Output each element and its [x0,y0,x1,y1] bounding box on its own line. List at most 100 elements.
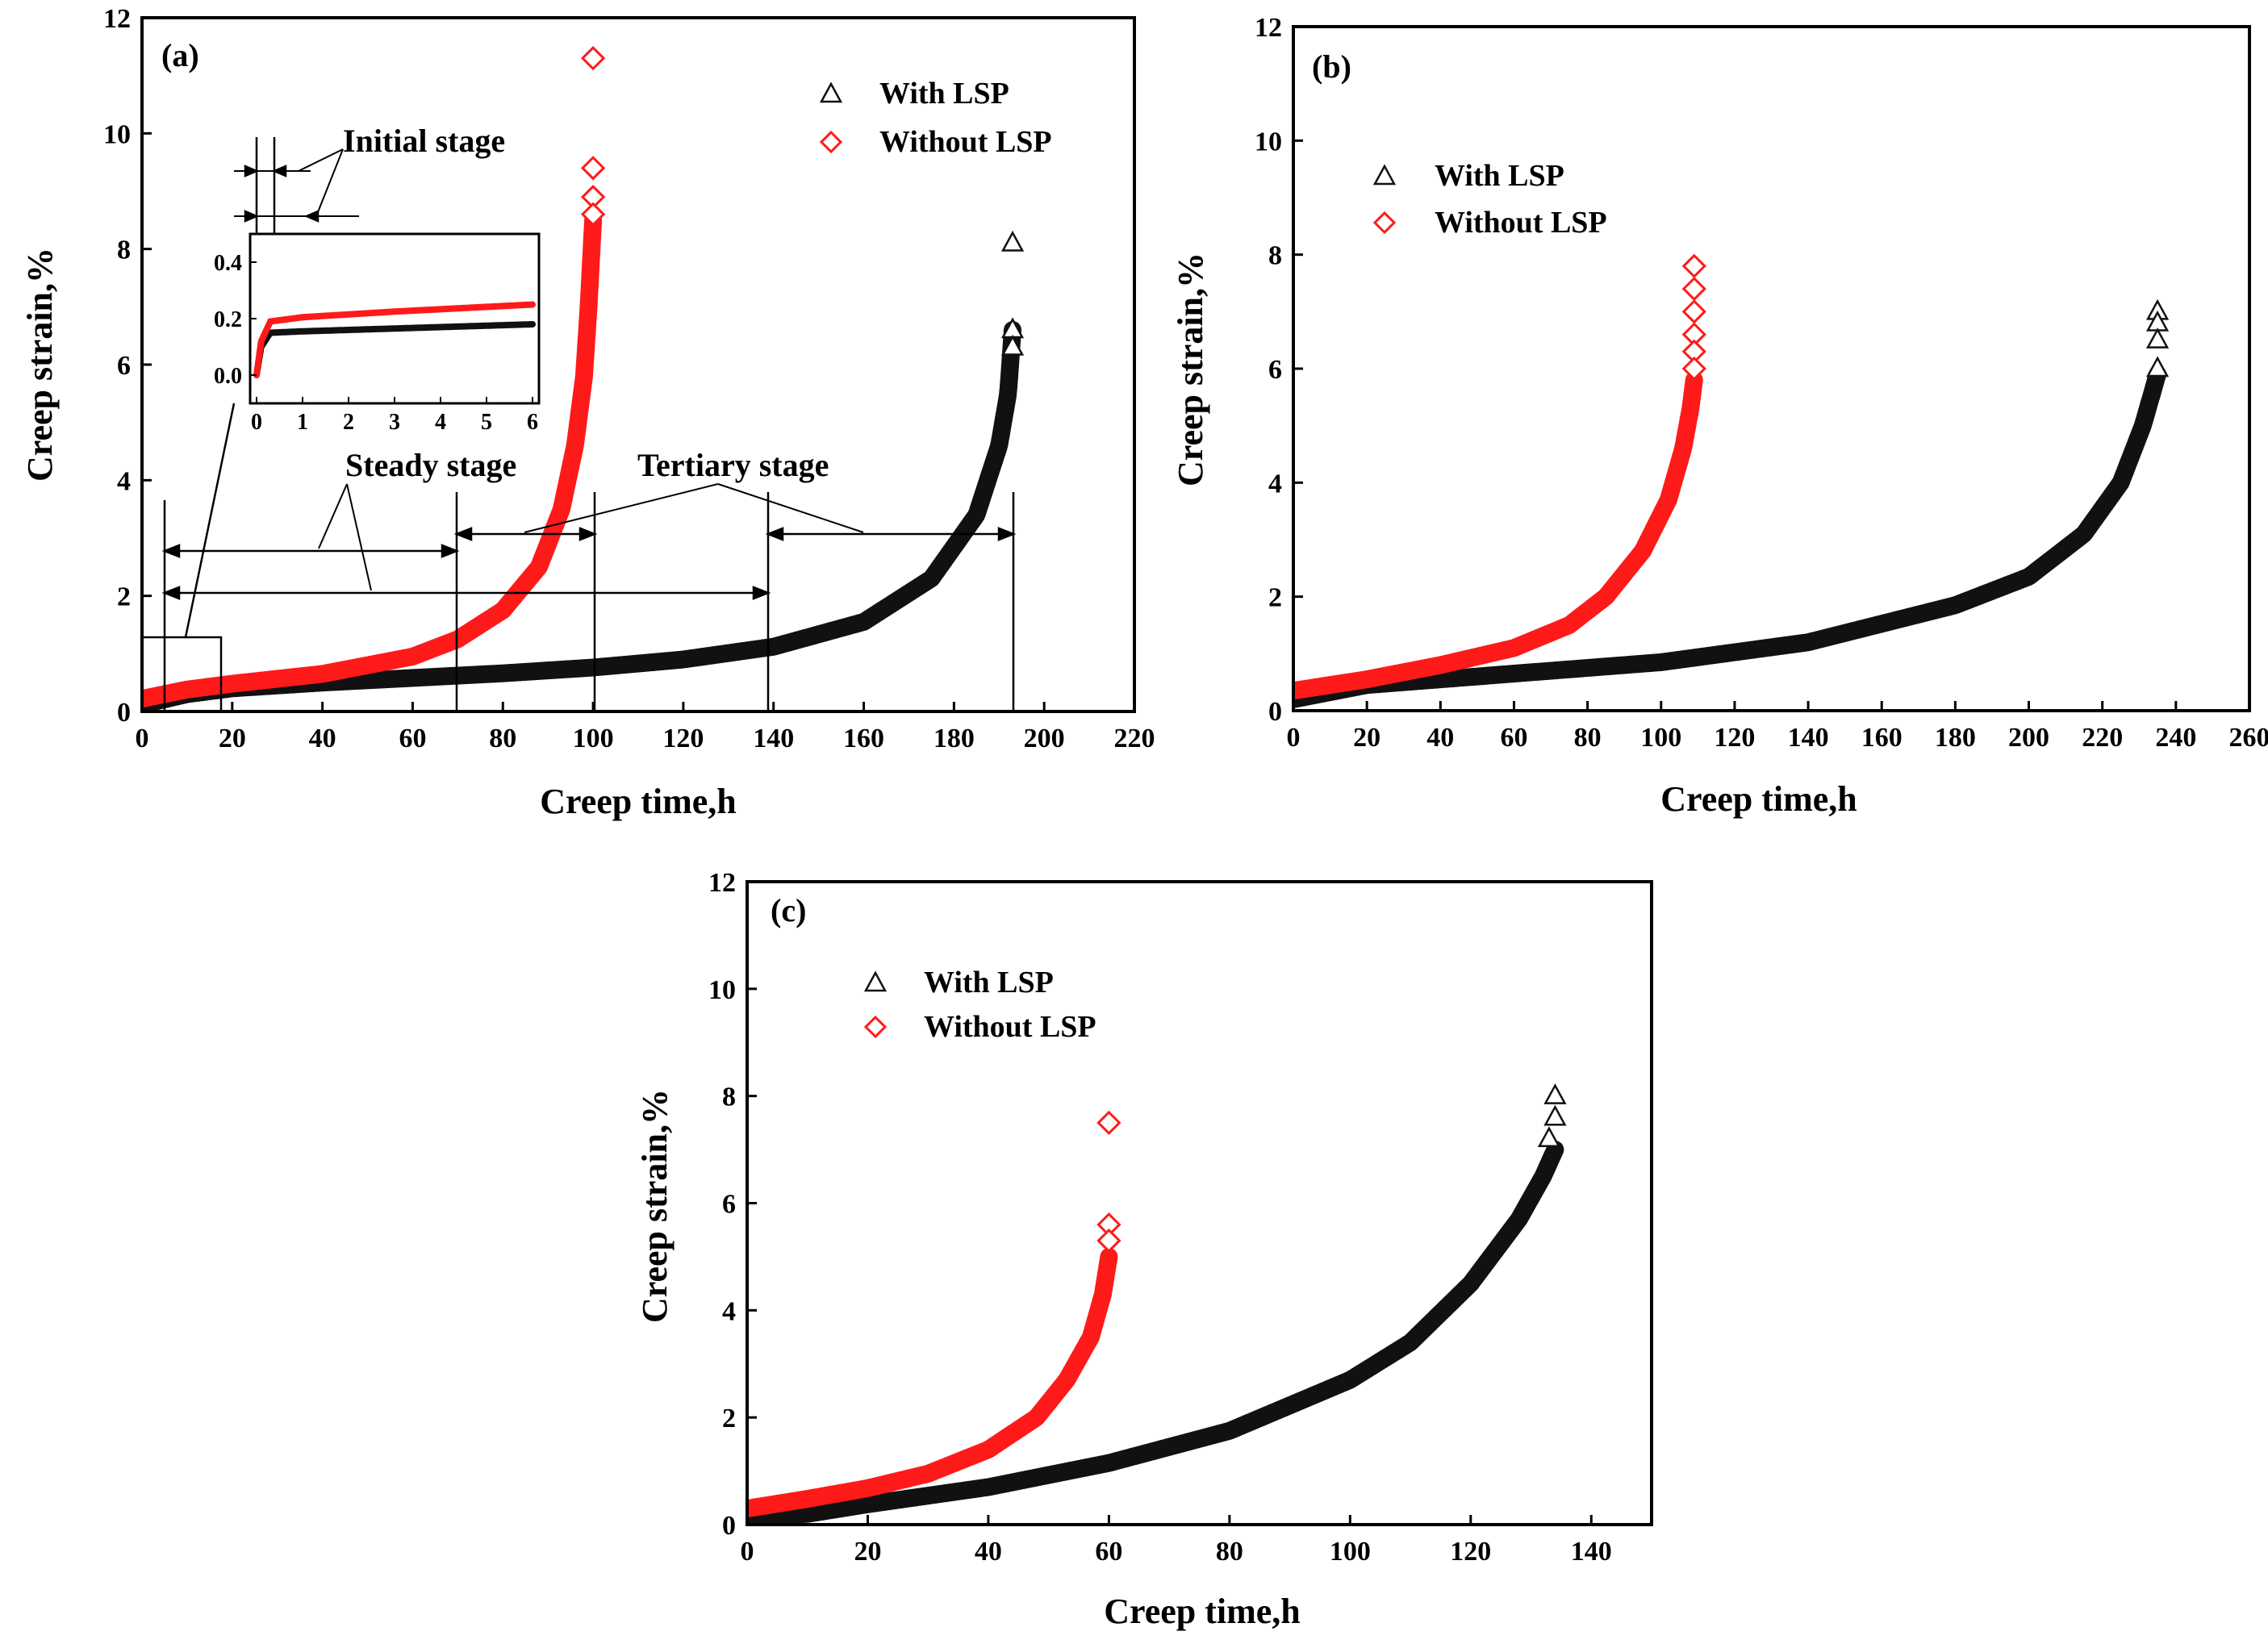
series-without-lsp [1293,253,1706,700]
inset-axes: 0 1 2 3 4 5 6 0.0 0.2 0.4 [214,251,538,435]
fracture-point [1681,253,1706,278]
x-tick-label: 0 [1287,723,1301,753]
leader-line [318,483,348,549]
legend-with-lsp-marker [863,970,888,992]
y-tick-label: 10 [1255,127,1282,156]
x-tick-label: 20 [854,1537,881,1567]
y-tick-label: 4 [1268,469,1282,499]
x-tick-label: 160 [843,724,884,753]
y-tick-label: 12 [708,868,736,898]
y-tick-label: 0 [1268,697,1282,727]
inset-x-tick-label: 3 [389,410,400,435]
series-with-lsp [142,230,1025,711]
y-tick-label: 8 [722,1083,736,1112]
x-tick-label: 0 [741,1537,754,1567]
legend-without-lsp-label: Without LSP [879,125,1052,159]
panel-b-label: (b) [1312,48,1351,85]
x-tick-label: 240 [2155,723,2196,753]
legend-with-lsp-label: With LSP [1435,159,1564,193]
fracture-point [2145,356,2170,378]
x-tick-label: 40 [309,724,336,753]
legend-without-lsp-label: Without LSP [924,1010,1096,1044]
series-without-lsp [747,1110,1121,1518]
x-tick-label: 100 [1330,1537,1371,1567]
panel-a-data-marks [142,46,1025,711]
legend-with-lsp-marker [819,81,843,103]
y-tick-label: 2 [117,582,131,612]
inset-x-tick-label: 5 [481,410,492,435]
y-tick-label: 6 [1268,355,1282,385]
panel-c-data-marks [747,1083,1567,1525]
inset-y-tick-label: 0.0 [214,364,242,389]
arrowhead [453,527,473,541]
fracture-point [1096,1110,1121,1136]
panel-c-axes: 0 20 40 60 80 100 120 140 0 2 4 6 8 10 12 [708,868,1612,1567]
annotation-initial-stage: Initial stage [343,123,505,159]
legend-with-lsp-label: With LSP [924,966,1054,999]
leader-line [524,483,719,533]
x-tick-label: 120 [1714,723,1755,753]
fracture-point [1000,334,1025,356]
y-tick-label: 4 [117,466,131,496]
panel-c-ylabel: Creep strain,% [635,1089,675,1323]
fracture-point [2145,328,2170,348]
arrowhead [441,544,460,558]
fracture-point [580,156,606,181]
y-tick-label: 8 [1268,241,1282,271]
panel-c-xlabel: Creep time,h [1104,1592,1301,1631]
annotation-steady-stage: Steady stage [345,447,516,483]
y-tick-label: 8 [117,236,131,265]
x-tick-label: 260 [2229,723,2268,753]
series-with-lsp [747,1083,1567,1525]
inset-series-without-lsp [253,301,536,378]
x-tick-label: 60 [1500,723,1527,753]
inset-y-tick-label: 0.2 [214,307,242,332]
panel-a-legend: With LSP Without LSP [819,77,1052,159]
inset-series-with-lsp [253,321,536,378]
leader-line [346,483,372,591]
x-tick-label: 140 [753,724,794,753]
y-tick-label: 10 [708,975,736,1005]
x-tick-label: 20 [219,724,246,753]
x-tick-label: 200 [1024,724,1065,753]
data-band [1293,371,1703,700]
y-tick-label: 2 [1268,583,1282,613]
y-tick-label: 4 [722,1296,736,1326]
legend-without-lsp-marker [863,1015,888,1039]
zoom-box [140,636,223,713]
x-tick-label: 120 [662,724,704,753]
series-with-lsp [1293,298,2170,708]
data-band [747,1141,1564,1525]
inset-x-tick-label: 0 [251,410,262,435]
fracture-point [1543,1083,1567,1104]
x-tick-label: 100 [573,724,614,753]
fracture-point [1000,230,1025,252]
panel-a-xlabel: Creep time,h [540,782,737,821]
data-band [142,321,1021,711]
y-tick-label: 6 [117,351,131,381]
panel-b-frame [1292,25,2251,712]
data-band [1293,365,2167,708]
panel-b-axes: 0 20 40 60 80 100 120 140 160 180 200 220 240 260 0 2 4 6… [1255,13,2268,753]
x-tick-label: 140 [1571,1537,1612,1567]
x-tick-label: 20 [1353,723,1380,753]
inset-x-tick-label: 2 [343,410,354,435]
panel-a-ylabel: Creep strain,% [20,248,60,482]
legend-without-lsp-label: Without LSP [1435,206,1607,240]
panel-b: 0 20 40 60 80 100 120 140 160 180 200 220 240 260 0 2 4 6… [1171,13,2268,819]
x-tick-label: 40 [1426,723,1454,753]
x-tick-label: 140 [1788,723,1829,753]
arrowhead [161,586,181,600]
panel-b-xlabel: Creep time,h [1660,779,1857,819]
y-tick-label: 10 [103,119,131,149]
fracture-point [580,46,606,71]
panel-b-legend: With LSP Without LSP [1372,159,1607,240]
x-tick-label: 60 [399,724,426,753]
arrowhead [578,527,598,541]
panel-c: 0 20 40 60 80 100 120 140 0 2 4 6 8 10 12 (c) Creep ti… [635,868,1653,1631]
inset-data-marks [253,301,536,378]
x-tick-label: 80 [1216,1537,1243,1567]
leader-line [315,148,344,217]
leader-line [298,148,344,172]
